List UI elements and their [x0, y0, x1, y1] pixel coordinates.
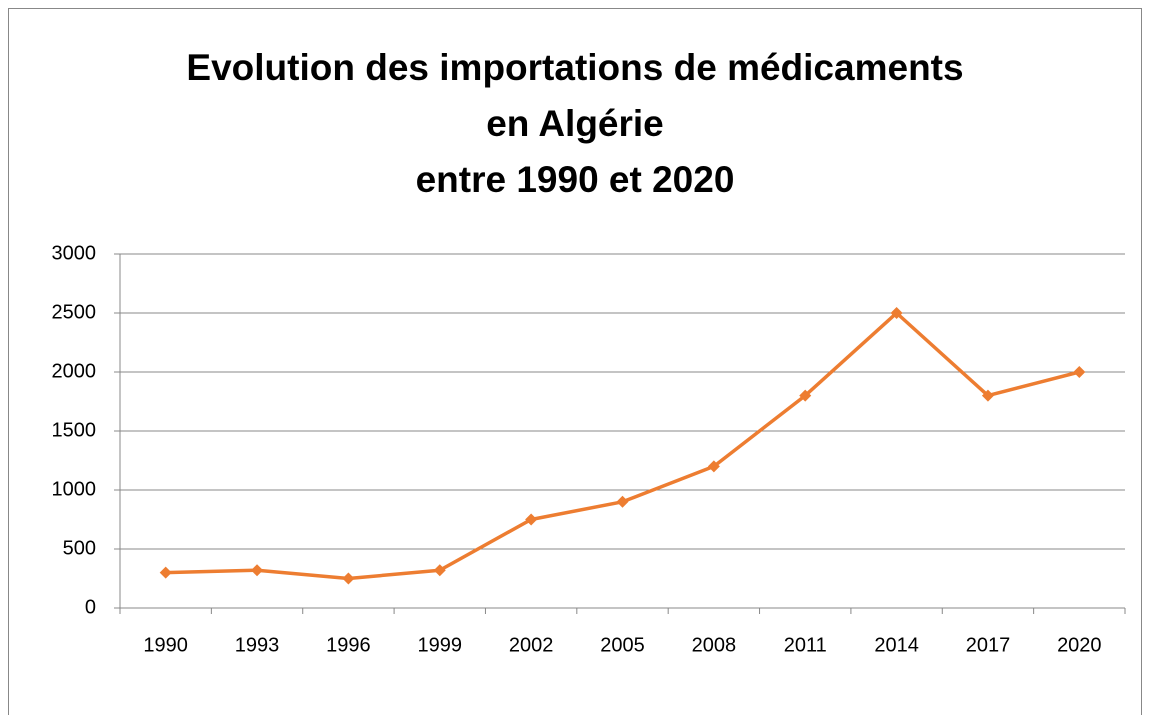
data-marker	[525, 513, 538, 526]
y-tick-label: 500	[63, 537, 96, 559]
data-marker	[799, 389, 812, 402]
chart-title: entre 1990 et 2020	[416, 159, 735, 200]
data-marker	[707, 460, 720, 473]
y-tick-label: 0	[85, 596, 96, 618]
x-tick-label: 2014	[874, 634, 919, 656]
chart-title: en Algérie	[486, 103, 664, 144]
data-marker	[890, 307, 903, 319]
chart-title: Evolution des importations de médicament…	[186, 47, 963, 88]
data-marker	[159, 566, 172, 579]
y-tick-label: 1000	[52, 478, 97, 500]
x-tick-label: 2011	[784, 634, 827, 656]
x-tick-label: 2020	[1057, 634, 1102, 656]
y-tick-label: 3000	[52, 242, 97, 264]
y-tick-label: 2500	[52, 301, 97, 323]
data-marker	[251, 564, 264, 577]
x-tick-label: 2017	[966, 634, 1011, 656]
x-tick-label: 2005	[600, 634, 645, 656]
y-tick-label: 1500	[52, 419, 97, 441]
data-marker	[433, 564, 446, 577]
x-tick-label: 1993	[235, 634, 280, 656]
y-tick-label: 2000	[52, 360, 97, 382]
data-marker	[981, 389, 994, 402]
x-tick-label: 2008	[692, 634, 737, 656]
data-marker	[1073, 366, 1086, 378]
data-marker	[342, 572, 355, 585]
x-tick-label: 2002	[509, 634, 554, 656]
x-tick-label: 1990	[143, 634, 188, 656]
data-marker	[616, 495, 629, 508]
x-tick-label: 1999	[418, 634, 463, 656]
x-tick-label: 1996	[326, 634, 371, 656]
